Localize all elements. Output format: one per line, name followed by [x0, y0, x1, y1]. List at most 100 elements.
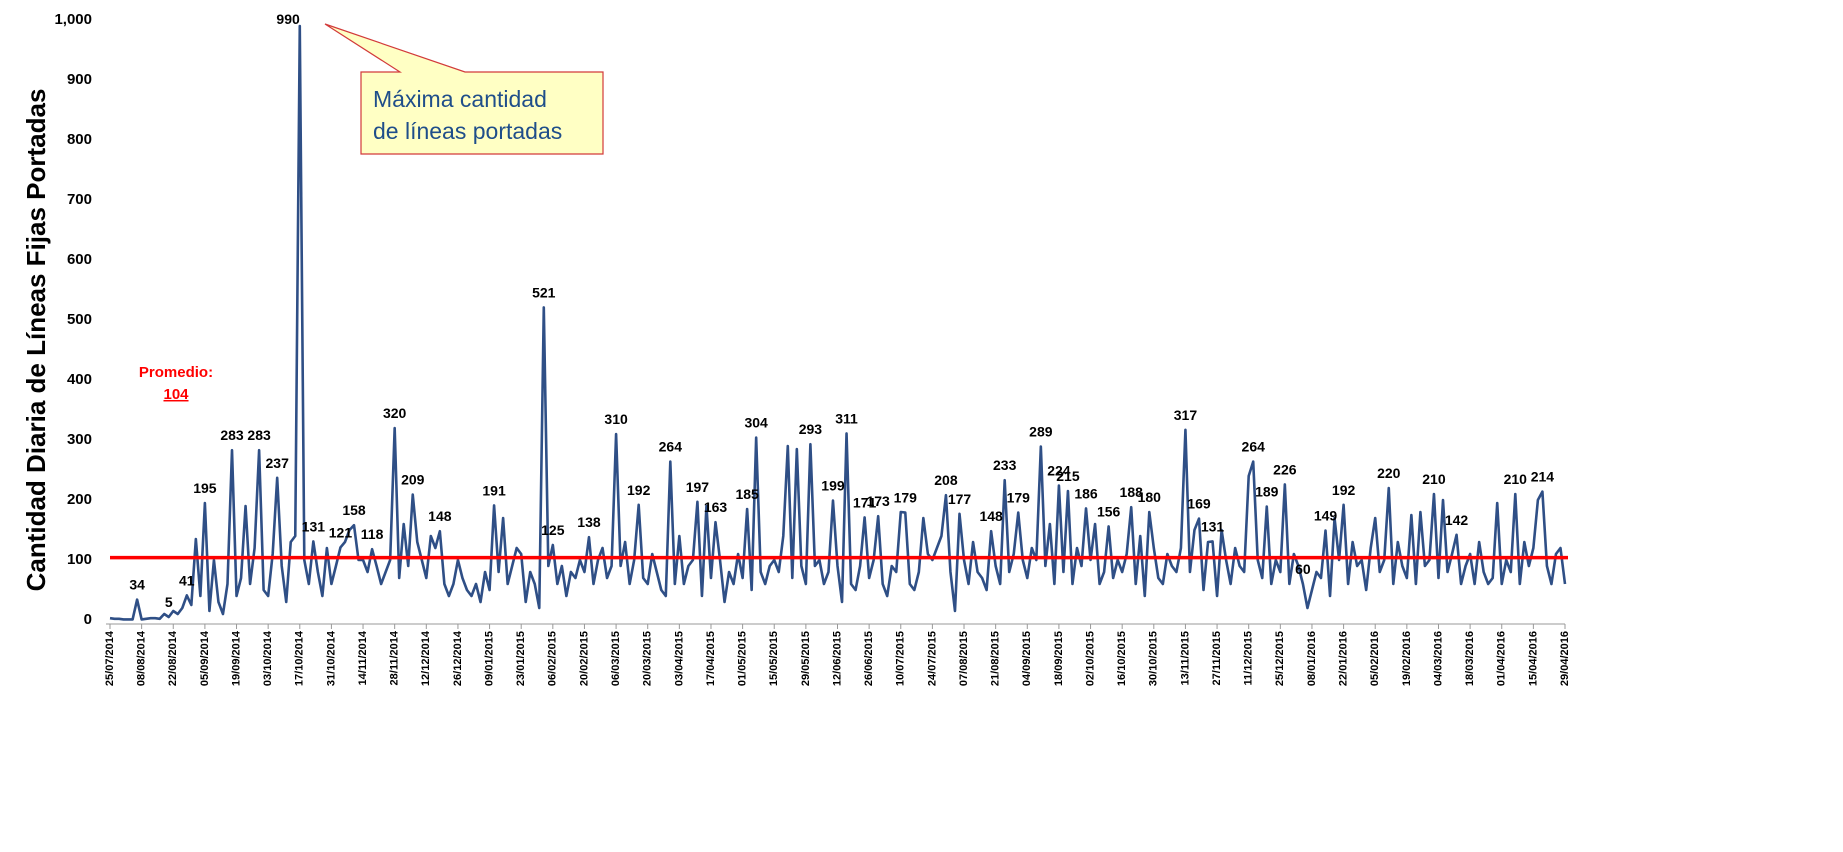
y-tick-label: 0	[84, 611, 92, 628]
y-tick-label: 600	[67, 251, 92, 268]
y-tick-label: 400	[67, 371, 92, 388]
x-tick-label: 06/03/2015	[610, 631, 622, 686]
x-tick-label: 26/06/2015	[863, 631, 875, 686]
data-label: 192	[627, 482, 651, 498]
x-tick-label: 14/11/2014	[357, 630, 369, 685]
callout-text: de líneas portadas	[373, 118, 562, 144]
y-tick-label: 900	[67, 71, 92, 88]
data-label: 264	[1242, 439, 1266, 455]
x-tick-label: 30/10/2015	[1148, 631, 1160, 686]
y-tick-label: 300	[67, 431, 92, 448]
data-label: 186	[1074, 485, 1098, 501]
x-tick-label: 01/04/2016	[1496, 631, 1508, 686]
data-label: 156	[1097, 503, 1121, 519]
y-tick-label: 700	[67, 191, 92, 208]
data-label: 180	[1138, 489, 1162, 505]
data-label: 179	[1007, 490, 1031, 506]
x-tick-label: 01/05/2015	[737, 631, 749, 686]
data-label: 169	[1187, 496, 1211, 512]
x-tick-label: 18/03/2016	[1464, 631, 1476, 686]
data-label: 320	[383, 405, 407, 421]
data-label: 138	[577, 514, 601, 530]
data-label: 208	[934, 472, 958, 488]
y-tick-label: 1,000	[54, 11, 92, 28]
x-tick-label: 17/10/2014	[294, 630, 306, 686]
data-label: 214	[1531, 469, 1555, 485]
x-tick-label: 11/12/2015	[1243, 631, 1255, 685]
data-label: 199	[821, 478, 845, 494]
x-tick-label: 04/09/2015	[1021, 631, 1033, 686]
data-label: 226	[1273, 461, 1297, 477]
x-tick-label: 19/02/2016	[1401, 631, 1413, 686]
x-tick-label: 04/03/2016	[1432, 631, 1444, 686]
data-label: 60	[1295, 561, 1311, 577]
x-tick-label: 06/02/2015	[547, 631, 559, 686]
data-label: 142	[1445, 512, 1469, 528]
x-tick-label: 22/01/2016	[1337, 631, 1349, 686]
y-axis-title: Cantidad Diaria de Líneas Fijas Portadas	[21, 89, 51, 592]
data-label: 210	[1504, 471, 1528, 487]
data-label: 185	[735, 486, 759, 502]
callout-text: Máxima cantidad	[373, 86, 547, 112]
y-tick-label: 800	[67, 131, 92, 148]
data-label: 191	[482, 482, 506, 498]
data-label: 215	[1056, 468, 1080, 484]
data-label: 197	[686, 479, 710, 495]
data-label: 293	[799, 421, 823, 437]
data-label: 317	[1174, 407, 1198, 423]
x-tick-label: 24/07/2015	[926, 631, 938, 686]
x-tick-label: 15/05/2015	[768, 631, 780, 686]
x-tick-label: 20/02/2015	[578, 631, 590, 686]
data-label: 192	[1332, 482, 1356, 498]
data-label: 148	[428, 508, 452, 524]
data-line	[109, 24, 1567, 621]
x-tick-label: 07/08/2015	[958, 631, 970, 686]
x-tick-label: 25/12/2015	[1274, 631, 1286, 686]
x-tick-label: 12/12/2014	[420, 630, 432, 686]
x-tick-label: 26/12/2014	[452, 630, 464, 686]
data-label: 310	[604, 411, 628, 427]
data-label: 131	[1201, 518, 1225, 534]
data-label: 171	[853, 494, 877, 510]
annotation-callout: Máxima cantidad de líneas portadas	[324, 23, 604, 155]
x-tick-label: 25/07/2014	[104, 630, 116, 686]
x-tick-label: 09/01/2015	[483, 631, 495, 686]
data-label: 304	[744, 415, 768, 431]
data-label: 521	[532, 284, 556, 300]
x-tick-label: 08/01/2016	[1306, 631, 1318, 686]
x-tick-label: 18/09/2015	[1053, 631, 1065, 686]
x-tick-label: 21/08/2015	[990, 631, 1002, 686]
x-tick-label: 29/04/2016	[1559, 631, 1571, 686]
x-tick-label: 13/11/2015	[1179, 631, 1191, 685]
x-tick-label: 05/09/2014	[199, 630, 211, 686]
data-label: 121	[329, 524, 353, 540]
y-tick-label: 200	[67, 491, 92, 508]
data-label: 34	[129, 577, 145, 593]
x-tick-label: 16/10/2015	[1116, 631, 1128, 686]
x-tick-label: 29/05/2015	[800, 631, 812, 686]
x-tick-label: 17/04/2015	[705, 631, 717, 686]
x-tick-label: 22/08/2014	[167, 630, 179, 686]
data-label: 289	[1029, 424, 1053, 440]
data-label: 118	[361, 526, 384, 542]
x-tick-label: 03/10/2014	[262, 630, 274, 686]
data-label: 5	[165, 594, 173, 610]
data-label: 188	[1120, 484, 1144, 500]
x-tick-label: 23/01/2015	[515, 631, 527, 686]
data-label: 179	[894, 490, 918, 506]
data-label: 41	[179, 572, 195, 588]
x-tick-label: 19/09/2014	[230, 630, 242, 686]
data-label: 131	[302, 518, 326, 534]
data-label: 990	[276, 11, 300, 27]
data-label: 163	[704, 499, 728, 515]
x-tick-label: 31/10/2014	[325, 630, 337, 686]
data-label: 311	[835, 410, 858, 426]
data-label: 210	[1422, 471, 1446, 487]
data-label: 149	[1314, 508, 1338, 524]
data-label: 224	[1047, 463, 1071, 479]
x-tick-label: 15/04/2016	[1527, 631, 1539, 686]
x-tick-label: 27/11/2015	[1211, 631, 1223, 685]
data-label: 283	[247, 427, 271, 443]
data-label: 158	[342, 502, 366, 518]
